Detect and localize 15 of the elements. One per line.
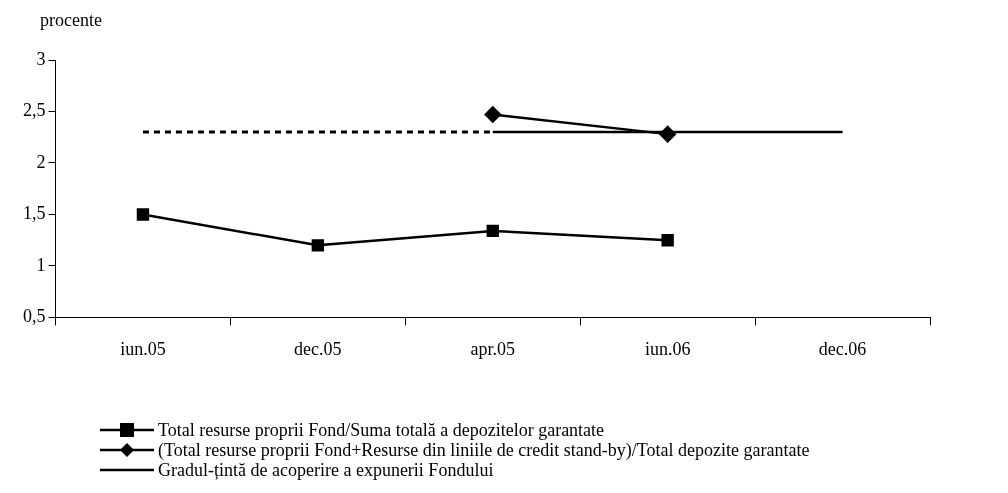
legend-label: (Total resurse proprii Fond+Resurse din liniile de credit stand-by)/Total depozite garantate [158,440,810,460]
y-tick-label: 0,5 [23,306,46,327]
y-tick-label: 2,5 [23,100,46,121]
x-tick-label: dec.06 [818,338,867,359]
y-axis-title: procente [40,10,102,31]
x-tick-label: iun.06 [644,338,691,359]
legend-label: Total resurse proprii Fond/Suma totală a depozitelor garantate [158,420,605,440]
x-tick-label: apr.05 [470,338,515,359]
y-tick-label: 1,5 [23,203,46,224]
x-tick-label: iun.05 [120,338,166,359]
x-tick-label: dec.05 [294,338,342,359]
legend-label: Gradul-țintă de acoperire a expunerii Fondului [158,460,494,480]
y-tick-label: 3 [36,48,46,69]
y-tick-label: 1 [36,254,46,275]
y-tick-label: 2 [36,151,46,172]
